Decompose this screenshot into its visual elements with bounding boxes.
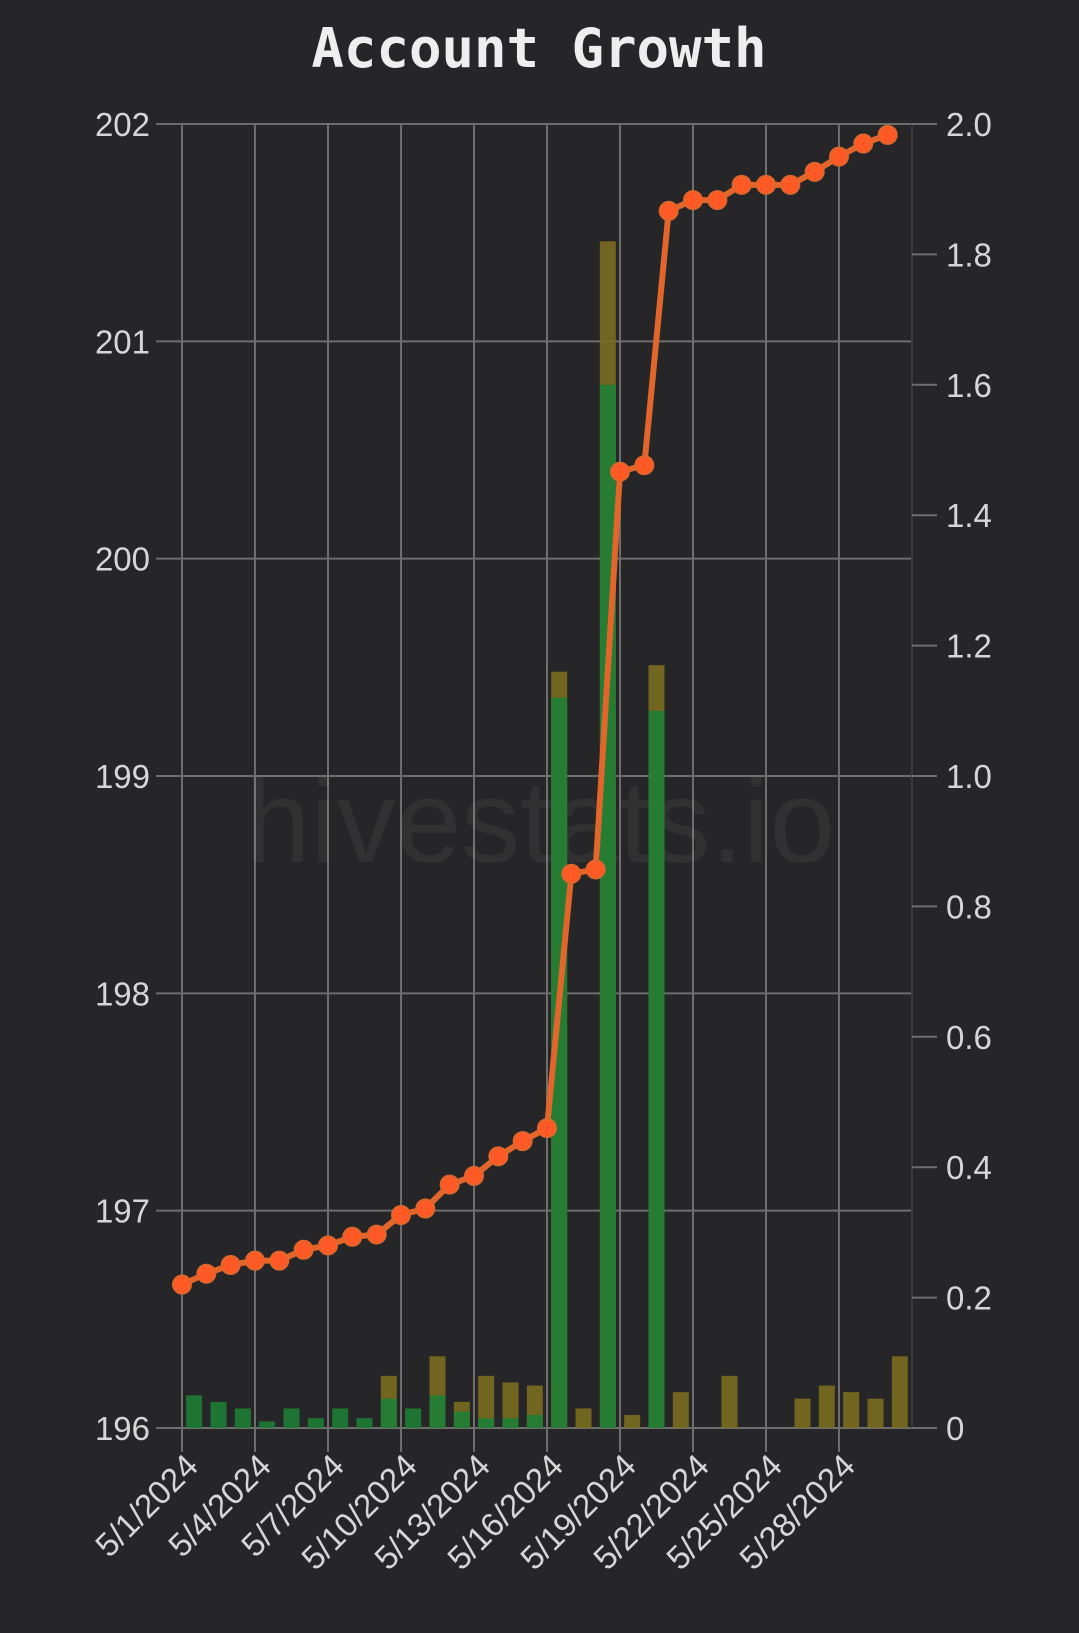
olive-bar: [624, 1414, 641, 1428]
growth-point: [366, 1224, 387, 1245]
left-tick-label: 198: [95, 975, 150, 1012]
green-bar: [356, 1418, 373, 1428]
green-bar: [283, 1408, 300, 1428]
growth-point: [415, 1198, 436, 1219]
growth-point: [804, 161, 825, 182]
green-bar: [259, 1421, 276, 1428]
green-bar: [648, 710, 665, 1428]
green-bar: [551, 697, 568, 1428]
bars: [186, 241, 908, 1429]
olive-bar: [843, 1392, 860, 1428]
growth-point: [196, 1263, 217, 1284]
olive-bar: [867, 1398, 884, 1428]
growth-point: [464, 1165, 484, 1186]
growth-point: [220, 1255, 241, 1275]
growth-point: [610, 461, 630, 482]
green-bar: [307, 1418, 324, 1428]
left-tick-label: 199: [95, 758, 150, 795]
green-bar: [502, 1418, 519, 1428]
green-bar: [332, 1408, 349, 1428]
growth-point: [269, 1250, 290, 1271]
left-tick-label: 202: [95, 106, 150, 143]
green-bar: [234, 1408, 251, 1428]
olive-bar: [794, 1398, 811, 1428]
growth-point: [683, 190, 703, 211]
olive-bar: [818, 1385, 835, 1428]
growth-point: [391, 1205, 411, 1226]
growth-line: [172, 124, 898, 1295]
right-tick-label: 1.0: [946, 758, 992, 795]
olive-bar: [478, 1375, 495, 1428]
olive-bar: [502, 1382, 519, 1428]
right-tick-label: 0.6: [946, 1019, 992, 1056]
green-bar: [429, 1395, 446, 1428]
olive-bar: [575, 1408, 592, 1428]
growth-point: [585, 859, 606, 880]
growth-point: [561, 863, 582, 884]
grid: [156, 123, 912, 1452]
chart-title: Account Growth: [311, 17, 766, 80]
left-tick-label: 197: [95, 1193, 150, 1230]
growth-point: [756, 174, 776, 195]
right-tick-label: 0.8: [946, 888, 992, 925]
green-bar: [210, 1401, 227, 1428]
left-tick-label: 201: [95, 323, 150, 360]
right-tick-label: 0.4: [946, 1149, 992, 1186]
right-tick-label: 1.8: [946, 236, 992, 273]
left-tick-label: 196: [95, 1410, 150, 1447]
right-tick-label: 1.2: [946, 628, 992, 665]
right-tick-label: 0: [946, 1410, 964, 1447]
growth-point: [342, 1226, 363, 1247]
growth-point: [537, 1118, 557, 1139]
growth-point: [877, 124, 898, 145]
left-tick-label: 200: [95, 541, 150, 578]
growth-point: [293, 1239, 314, 1260]
green-bar: [186, 1395, 203, 1428]
growth-point: [512, 1131, 533, 1152]
green-bar: [380, 1398, 397, 1428]
olive-bar: [672, 1392, 689, 1428]
growth-point: [488, 1146, 509, 1167]
growth-point: [439, 1174, 460, 1195]
green-bar: [453, 1411, 470, 1428]
growth-point: [853, 133, 874, 154]
watermark: hivestats.io: [245, 756, 835, 888]
growth-point: [634, 455, 655, 476]
olive-bar: [891, 1356, 908, 1428]
growth-point: [829, 146, 849, 167]
growth-point: [172, 1274, 192, 1295]
growth-point: [780, 174, 801, 195]
right-tick-label: 0.2: [946, 1280, 992, 1317]
growth-point: [707, 190, 728, 211]
right-tick-label: 1.4: [946, 497, 992, 534]
green-bar: [526, 1414, 543, 1428]
growth-point: [318, 1235, 338, 1256]
growth-line-path: [180, 132, 889, 1288]
growth-point: [245, 1250, 265, 1271]
green-bar: [478, 1418, 495, 1428]
right-tick-label: 2.0: [946, 106, 992, 143]
right-tick-label: 1.6: [946, 367, 992, 404]
green-bar: [405, 1408, 422, 1428]
growth-point: [731, 174, 752, 195]
growth-point: [658, 200, 679, 221]
olive-bar: [721, 1375, 738, 1428]
